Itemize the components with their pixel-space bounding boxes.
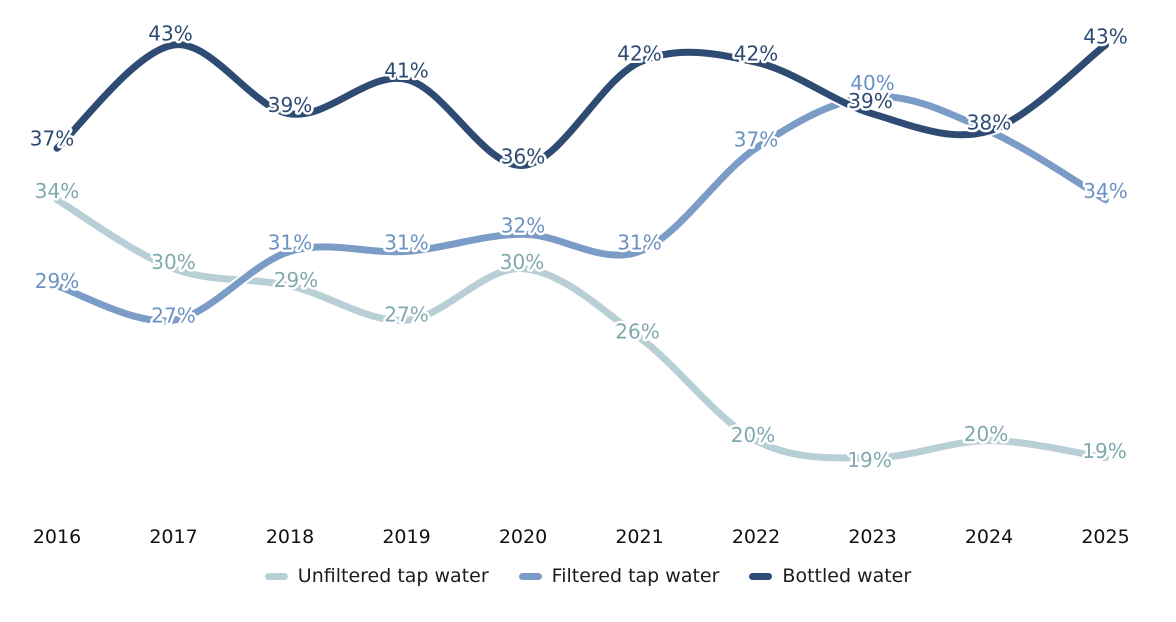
legend-label: Unfiltered tap water: [297, 565, 489, 587]
legend-label: Filtered tap water: [551, 565, 720, 587]
data-label-0-2017: 30%: [151, 250, 195, 274]
data-label-1-2025: 34%: [1083, 179, 1127, 203]
data-label-1-2022: 37%: [734, 128, 778, 152]
data-label-1-2023: 40%: [850, 71, 894, 95]
data-label-0-2024: 20%: [964, 422, 1008, 446]
x-tick-2021: 2021: [615, 526, 663, 548]
data-label-1-2017: 27%: [151, 304, 195, 328]
data-label-1-2020: 32%: [501, 214, 545, 238]
data-label-2-2021: 42%: [617, 42, 661, 66]
data-label-2-2017: 43%: [148, 21, 192, 45]
data-label-0-2025: 19%: [1082, 439, 1126, 463]
data-label-2-2023: 39%: [848, 89, 892, 113]
series-line-2: [53, 41, 1109, 169]
x-tick-2018: 2018: [266, 526, 314, 548]
series-line-0: [53, 196, 1109, 462]
x-tick-2024: 2024: [965, 526, 1013, 548]
legend-label: Bottled water: [782, 565, 912, 587]
data-label-0-2019: 27%: [384, 303, 428, 327]
data-label-2-2025: 43%: [1083, 24, 1127, 48]
x-tick-2023: 2023: [848, 526, 896, 548]
legend: Unfiltered tap water Filtered tap water …: [0, 565, 1176, 587]
data-label-1-2021: 31%: [617, 231, 661, 255]
x-tick-2020: 2020: [499, 526, 547, 548]
data-label-0-2021: 26%: [615, 320, 659, 344]
legend-item-bottled-water: Bottled water: [749, 565, 911, 587]
data-label-0-2023: 19%: [847, 448, 891, 472]
x-tick-2022: 2022: [732, 526, 780, 548]
legend-swatch-icon: [749, 572, 773, 580]
data-label-2-2016: 37%: [30, 127, 74, 151]
data-label-1-2018: 31%: [268, 231, 312, 255]
line-casing: [51, 194, 1111, 464]
x-tick-2017: 2017: [149, 526, 197, 548]
series-line-1: [53, 92, 1109, 325]
x-tick-2019: 2019: [382, 526, 430, 548]
data-label-2-2022: 42%: [734, 42, 778, 66]
legend-item-unfiltered-tap-water: Unfiltered tap water: [264, 565, 489, 587]
data-label-1-2016: 29%: [35, 269, 79, 293]
data-label-0-2018: 29%: [274, 268, 318, 292]
legend-item-filtered-tap-water: Filtered tap water: [518, 565, 720, 587]
plot-area: 34% 30% 29% 27% 30% 26% 20% 19% 20% 19% 29% 27% 31% 3…: [29, 21, 1130, 548]
data-label-2-2019: 41%: [384, 59, 428, 83]
data-label-2-2018: 39%: [268, 93, 312, 117]
data-label-2-2020: 36%: [501, 145, 545, 169]
data-label-1-2019: 31%: [384, 231, 428, 255]
x-tick-2016: 2016: [33, 526, 81, 548]
legend-swatch-icon: [264, 572, 288, 580]
data-label-0-2020: 30%: [500, 250, 544, 274]
data-label-2-2024: 38%: [967, 110, 1011, 134]
data-label-0-2022: 20%: [731, 423, 775, 447]
data-label-0-2016: 34%: [35, 179, 79, 203]
x-tick-2025: 2025: [1081, 526, 1129, 548]
legend-swatch-icon: [518, 572, 542, 580]
